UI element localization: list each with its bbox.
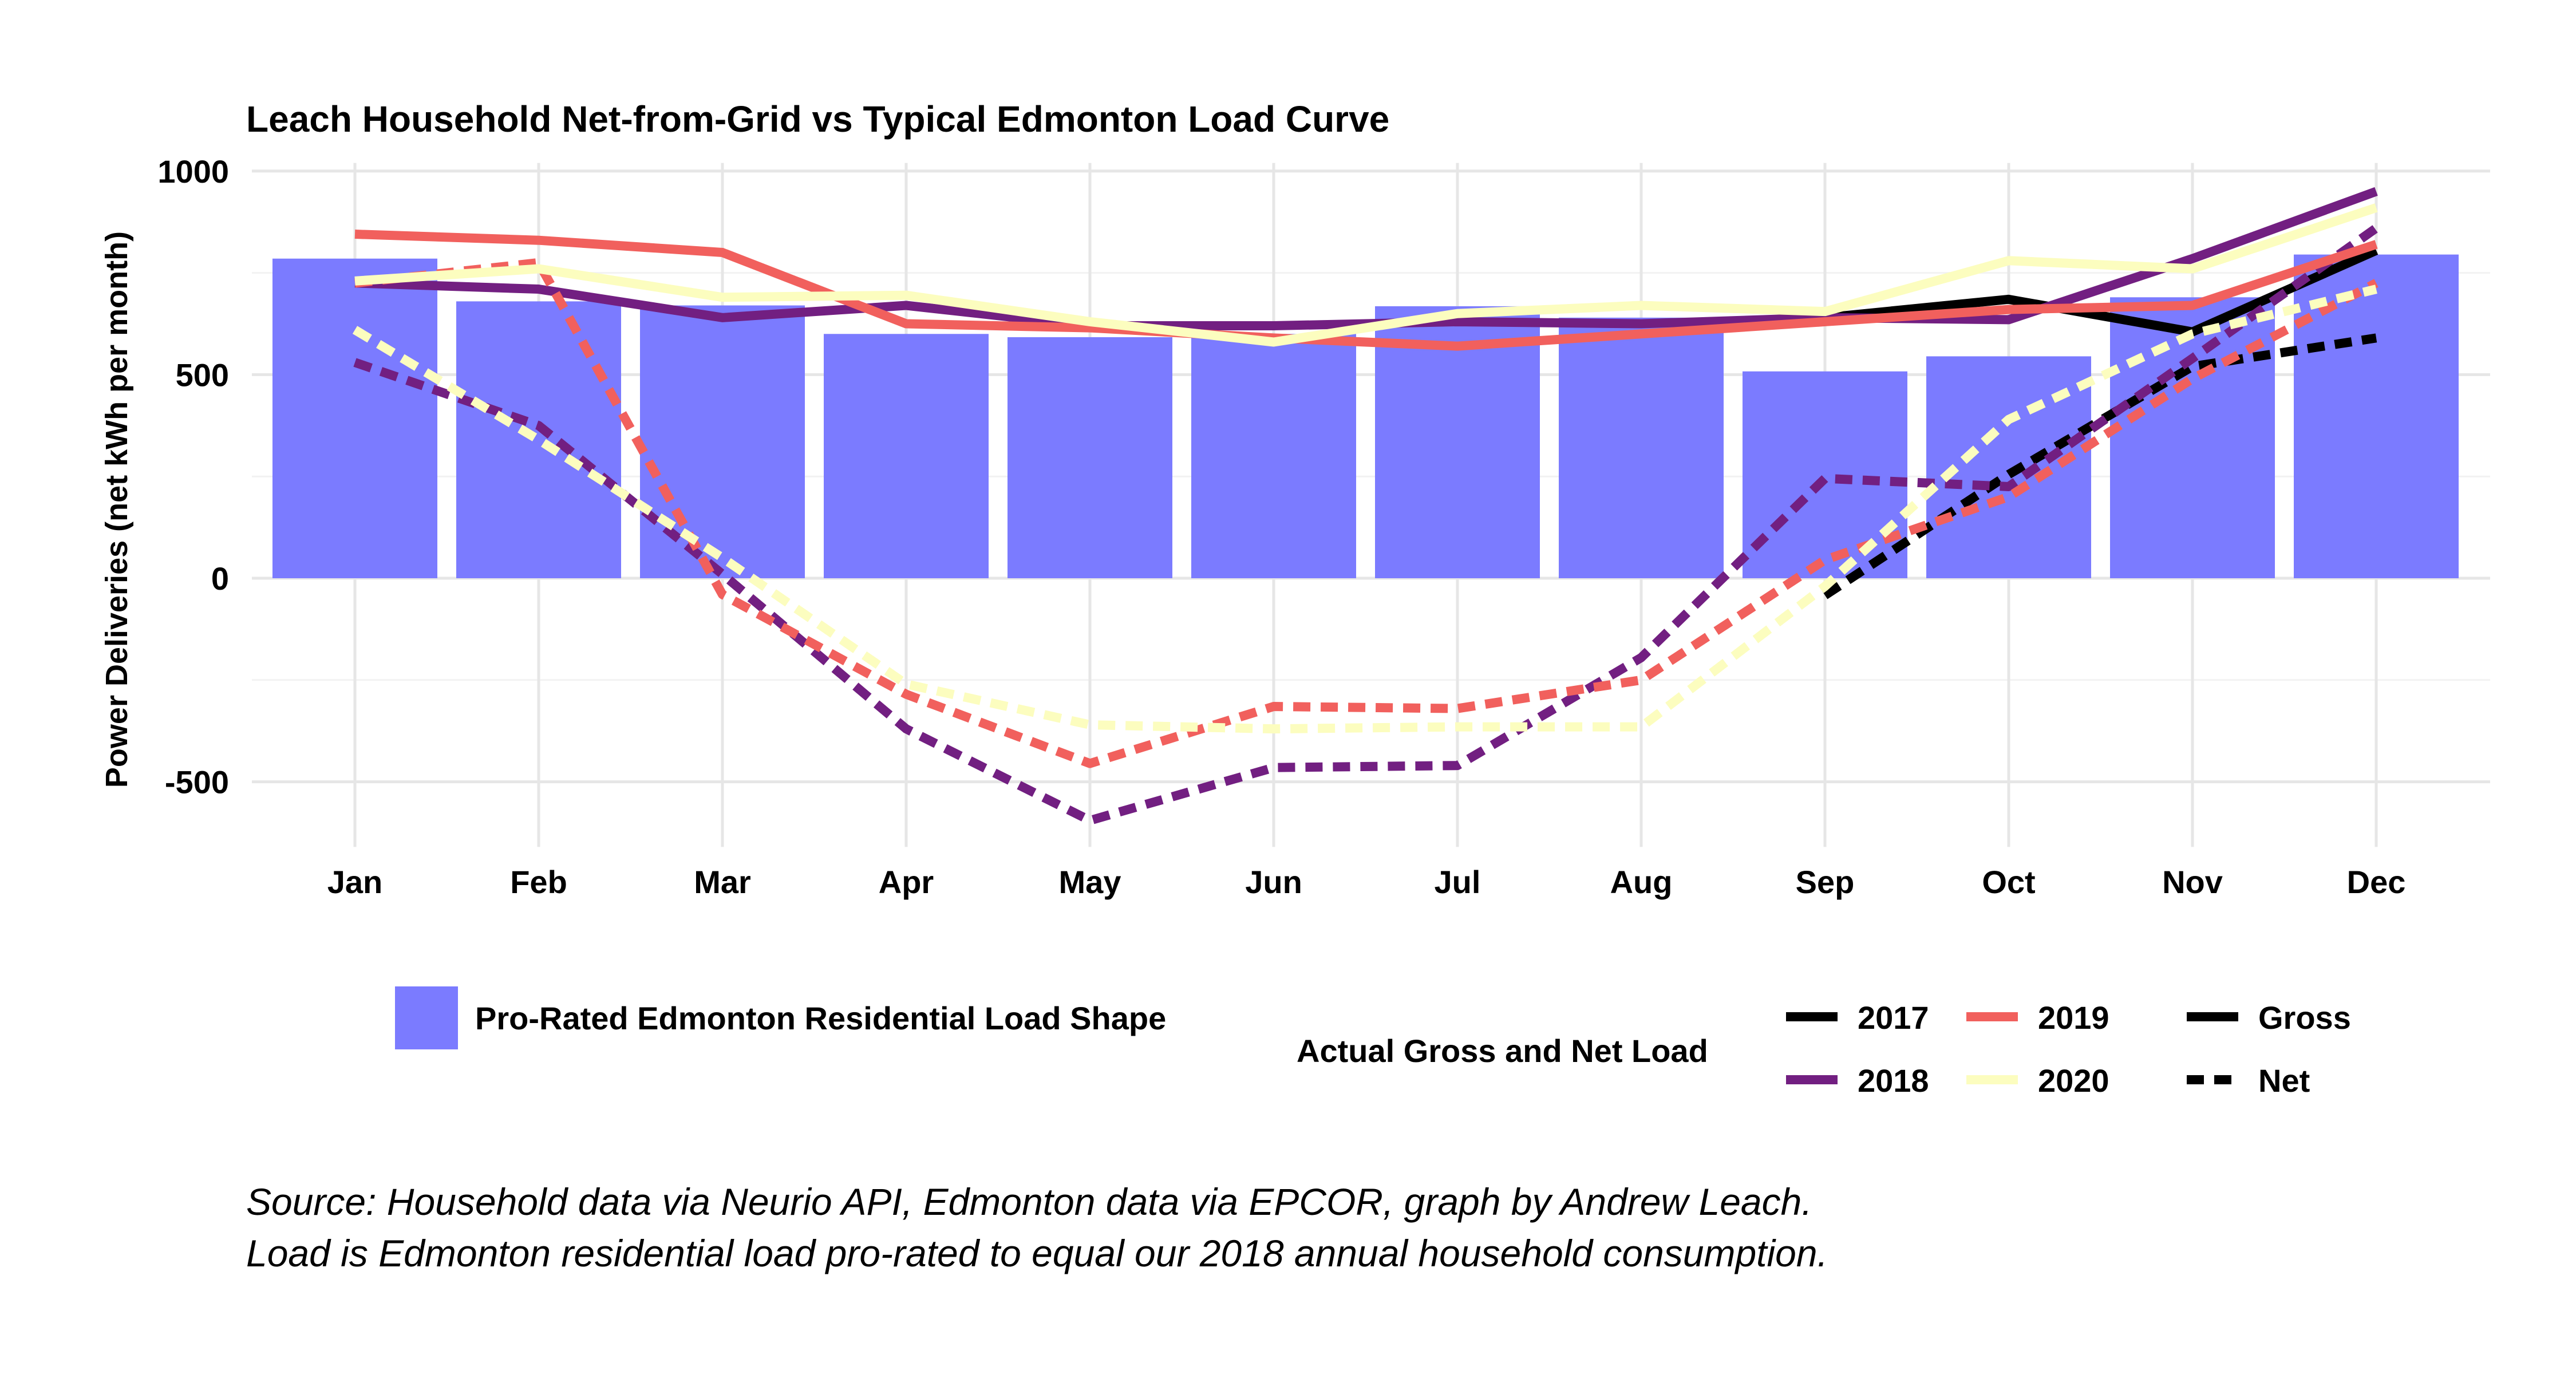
bar-apr: [824, 334, 989, 578]
bar-mar: [640, 305, 805, 578]
bar-nov: [2110, 297, 2275, 578]
bar-jan: [272, 258, 437, 578]
caption-line-1: Source: Household data via Neurio API, E…: [246, 1180, 1812, 1223]
legend-label-2017: 2017: [1858, 1000, 1929, 1036]
y-axis-ticks: -500 0 500 1000: [157, 153, 229, 800]
y-tick-label: -500: [165, 764, 229, 800]
x-tick-label-feb: Feb: [510, 864, 567, 900]
y-tick-label: 1000: [157, 153, 229, 189]
x-tick-label-aug: Aug: [1610, 864, 1673, 900]
caption-line-2: Load is Edmonton residential load pro-ra…: [246, 1232, 1828, 1274]
legend-label-net: Net: [2258, 1063, 2310, 1099]
line-2020-gross: [354, 203, 2378, 347]
x-tick-label-nov: Nov: [2162, 864, 2223, 900]
legend-bar-label: Pro-Rated Edmonton Residential Load Shap…: [475, 1000, 1166, 1036]
y-tick-label: 0: [211, 560, 229, 597]
x-tick-label-apr: Apr: [879, 864, 934, 900]
x-tick-label-jan: Jan: [327, 864, 383, 900]
y-axis-label: Power Deliveries (net kWh per month): [100, 231, 134, 788]
x-tick-label-may: May: [1059, 864, 1121, 900]
x-tick-label-mar: Mar: [694, 864, 751, 900]
legend-bar-swatch: [395, 986, 458, 1049]
line-2020-net: [352, 285, 2377, 734]
chart-title: Leach Household Net-from-Grid vs Typical…: [246, 98, 1389, 140]
x-tick-label-jul: Jul: [1435, 864, 1481, 900]
legend-lines-title: Actual Gross and Net Load: [1297, 1033, 1708, 1069]
x-tick-label-oct: Oct: [1982, 864, 2035, 900]
line-2018-net: [353, 224, 2379, 826]
line-2017-net: [1822, 333, 2377, 599]
bar-feb: [456, 301, 621, 578]
x-tick-label-jun: Jun: [1245, 864, 1302, 900]
legend-label-2019: 2019: [2038, 1000, 2109, 1036]
x-axis-ticks: Jan Feb Mar Apr May Jun Jul Aug Sep Oct Nov Dec: [327, 864, 2406, 900]
x-tick-label-dec: Dec: [2347, 864, 2406, 900]
bar-jun: [1191, 334, 1356, 578]
bar-may: [1008, 337, 1172, 578]
bar-sep: [1743, 371, 1907, 578]
bar-aug: [1559, 317, 1724, 578]
legend-label-2020: 2020: [2038, 1063, 2109, 1099]
legend-label-2018: 2018: [1858, 1063, 1929, 1099]
bar-jul: [1375, 306, 1540, 578]
lines: [352, 187, 2379, 826]
y-tick-label: 500: [176, 357, 229, 393]
legend: Pro-Rated Edmonton Residential Load Shap…: [395, 986, 2351, 1099]
bars: [272, 254, 2459, 578]
x-tick-label-sep: Sep: [1796, 864, 1855, 900]
line-2019-gross: [354, 230, 2378, 351]
legend-label-gross: Gross: [2258, 1000, 2351, 1036]
